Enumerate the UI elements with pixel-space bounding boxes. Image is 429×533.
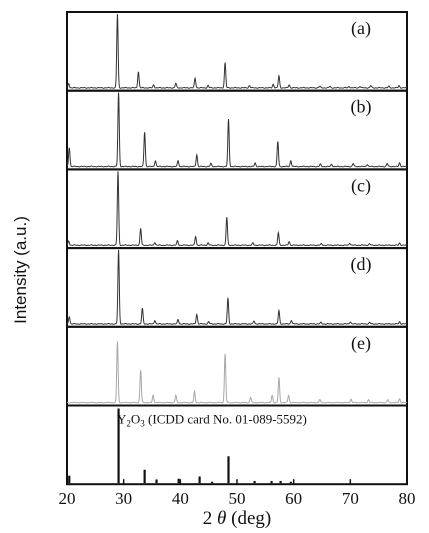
ref-subscript: 3	[140, 419, 145, 429]
ref-text: O	[131, 412, 140, 427]
x-axis-label-prefix: 2	[203, 508, 213, 529]
panel-label: (e)	[351, 333, 371, 354]
xrd-pattern-line	[66, 249, 408, 325]
x-axis-label-unit: (deg)	[231, 508, 271, 529]
panel-label: (d)	[351, 254, 372, 275]
panel-2: (c)	[66, 168, 408, 250]
xrd-pattern-line	[66, 14, 408, 89]
ref-text: Y	[117, 412, 127, 427]
panel-label: (b)	[351, 97, 372, 118]
x-tick-label: 30	[115, 489, 132, 508]
ref-subscript: 2	[126, 419, 131, 429]
panel-5: Y2O3 (ICDD card No. 01-089-5592)	[66, 404, 408, 486]
x-axis-ticks: 20 30 40 50 60 70 80	[59, 479, 416, 508]
panel-0: (a)	[66, 11, 408, 92]
panel-3: (d)	[66, 247, 408, 328]
x-axis-label: 2 θ (deg)	[203, 508, 271, 529]
x-tick-label: 70	[342, 489, 359, 508]
y-axis-label: Intensity (a.u.)	[11, 216, 30, 324]
x-tick-label: 20	[59, 489, 76, 508]
ref-text: (ICDD card No. 01-089-5592)	[145, 412, 307, 427]
panel-4: (e)	[66, 325, 408, 407]
panel-1: (b)	[66, 89, 408, 171]
x-tick-label: 80	[399, 489, 416, 508]
panel-label: (a)	[351, 18, 371, 39]
panels-group: (a) (b) (c) (d) (e) Y2O3 (ICDD card No. 01-08…	[66, 11, 408, 486]
x-tick-label: 40	[172, 489, 189, 508]
xrd-pattern-line	[66, 341, 408, 404]
reference-card-note: Y2O3 (ICDD card No. 01-089-5592)	[117, 412, 307, 429]
panel-label: (c)	[351, 175, 371, 196]
x-axis-label-theta: θ	[217, 508, 226, 529]
xrd-pattern-line	[66, 92, 408, 168]
x-tick-label: 50	[229, 489, 246, 508]
x-tick-label: 60	[285, 489, 302, 508]
xrd-pattern-line	[66, 171, 408, 247]
